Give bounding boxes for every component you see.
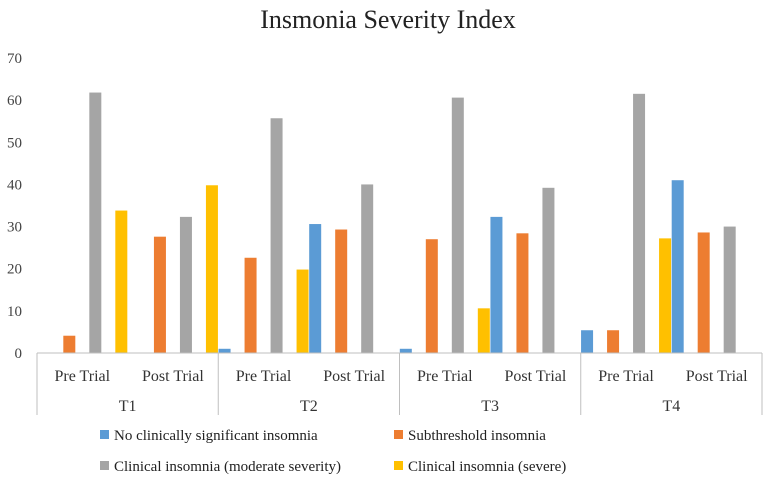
bar-subthreshold-insomnia-t2-pre-trial [244,257,257,353]
bar-clinical-insomnia-severe-t3-pre-trial [477,308,490,353]
bar-no-clinically-significant-insomnia-t4-pre-trial [581,330,594,353]
chart-title: Insmonia Severity Index [260,5,516,34]
bar-clinical-insomnia-moderate-severity-t2-pre-trial [270,118,283,353]
x-tick-label: Pre Trial [598,368,654,385]
x-tick-label: Pre Trial [236,368,292,385]
legend-swatch [394,430,403,439]
bar-clinical-insomnia-moderate-severity-t3-pre-trial [451,97,464,353]
x-axis: Pre Trial Post Trial Pre Trial Post Trial Pr… [36,352,763,415]
legend-label: No clinically significant insomnia [114,428,318,444]
legend-label: Clinical insomnia (moderate severity) [114,459,341,475]
y-tick-label: 10 [7,304,22,320]
y-tick-label: 70 [7,51,22,67]
y-tick-label: 40 [7,177,22,193]
bar-subthreshold-insomnia-t2-post-trial [335,229,348,353]
group-label: T4 [662,398,680,415]
bar-no-clinically-significant-insomnia-t2-post-trial [309,224,322,353]
group-label: T2 [300,398,318,415]
y-tick-label: 30 [7,220,22,236]
bar-clinical-insomnia-severe-t1-post-trial [205,185,218,353]
bar-subthreshold-insomnia-t4-post-trial [697,232,710,353]
x-tick-label: Post Trial [505,368,567,385]
bar-no-clinically-significant-insomnia-t3-post-trial [490,216,503,353]
bar-clinical-insomnia-moderate-severity-t2-post-trial [361,184,374,353]
bar-clinical-insomnia-severe-t2-pre-trial [296,269,309,353]
bar-clinical-insomnia-moderate-severity-t1-post-trial [179,216,192,353]
y-tick-label: 20 [7,262,22,278]
y-tick-label: 0 [15,346,23,362]
bar-subthreshold-insomnia-t3-post-trial [516,233,529,353]
legend-label: Clinical insomnia (severe) [408,459,566,475]
legend-swatch [100,430,109,439]
x-tick-label: Pre Trial [55,368,111,385]
bar-subthreshold-insomnia-t4-pre-trial [607,330,620,353]
y-tick-label: 50 [7,135,22,151]
y-axis: 0 10 20 30 40 50 60 70 [7,51,22,362]
x-tick-label: Post Trial [686,368,748,385]
bar-no-clinically-significant-insomnia-t4-post-trial [671,180,684,353]
group-label: T3 [481,398,499,415]
bar-subthreshold-insomnia-t1-post-trial [153,236,166,353]
bar-clinical-insomnia-moderate-severity-t4-post-trial [723,226,736,353]
bar-clinical-insomnia-severe-t4-pre-trial [659,238,672,353]
legend: No clinically significant insomnia Subthr… [100,428,566,475]
bar-no-clinically-significant-insomnia-t3-pre-trial [399,348,412,353]
plot-area [63,92,736,354]
bar-subthreshold-insomnia-t3-pre-trial [425,239,438,353]
bar-clinical-insomnia-moderate-severity-t4-pre-trial [633,93,646,354]
bar-no-clinically-significant-insomnia-t2-pre-trial [218,348,231,353]
bar-clinical-insomnia-severe-t1-pre-trial [115,210,128,353]
legend-swatch [394,461,403,470]
legend-swatch [100,461,109,470]
y-tick-label: 60 [7,93,22,109]
bar-clinical-insomnia-moderate-severity-t3-post-trial [542,187,555,353]
x-tick-label: Post Trial [323,368,385,385]
bar-clinical-insomnia-moderate-severity-t1-pre-trial [89,92,102,354]
x-tick-label: Post Trial [142,368,204,385]
bar-subthreshold-insomnia-t1-pre-trial [63,335,76,353]
legend-label: Subthreshold insomnia [408,428,546,444]
group-label: T1 [119,398,137,415]
x-tick-label: Pre Trial [417,368,473,385]
